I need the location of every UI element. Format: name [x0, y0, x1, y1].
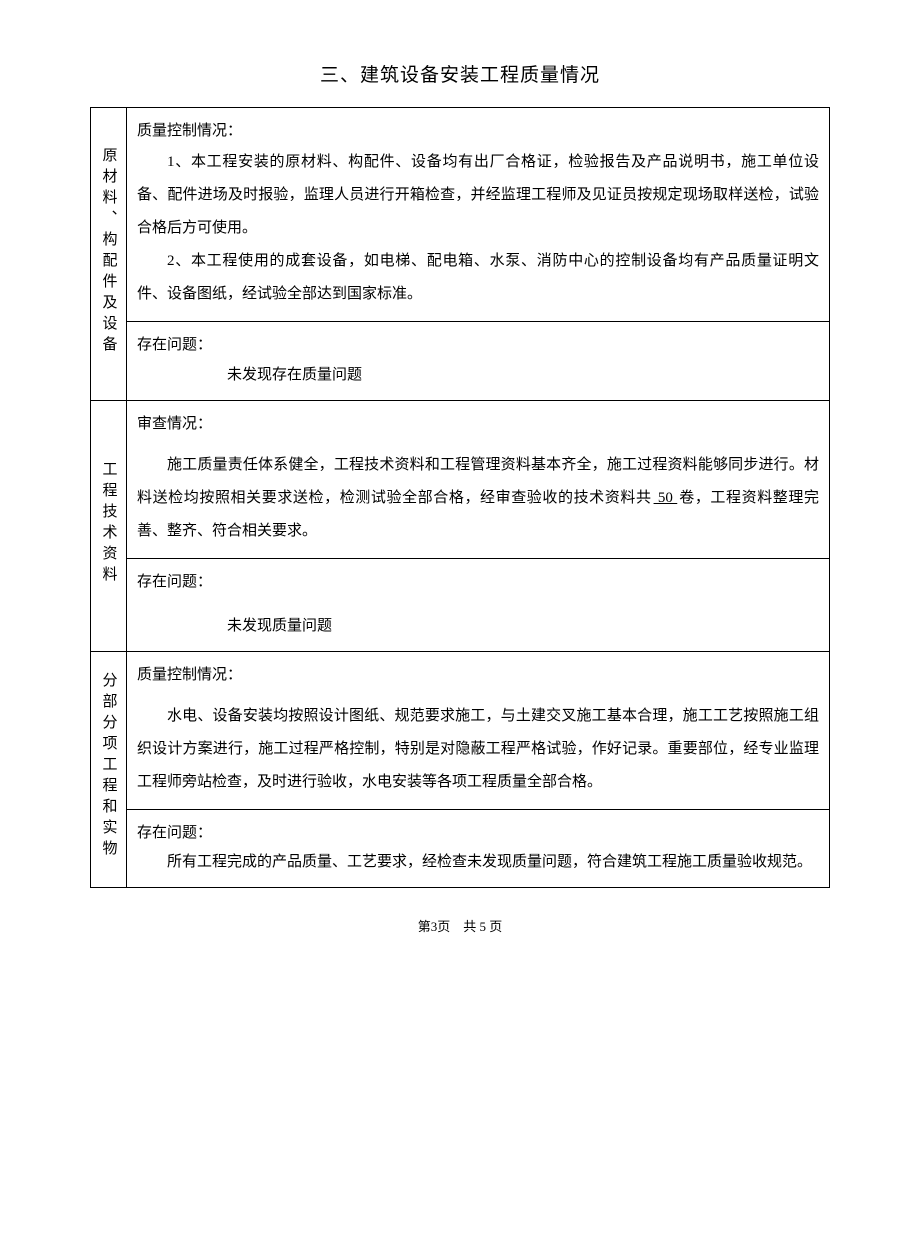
page-title: 三、建筑设备安装工程质量情况: [90, 60, 830, 87]
row1-label-cell: 原材料、构配件及设备: [91, 108, 127, 401]
row1-issue-text: 未发现存在质量问题: [227, 360, 819, 390]
row2-issue-heading: 存在问题：: [137, 567, 819, 597]
page-number: 第3页 共 5 页: [90, 916, 830, 935]
row2-label: 工程技术资料: [100, 461, 118, 587]
row3-issue-cell: 存在问题： 所有工程完成的产品质量、工艺要求，经检查未发现质量问题，符合建筑工程…: [127, 810, 830, 888]
row3-para: 水电、设备安装均按照设计图纸、规范要求施工，与土建交叉施工基本合理，施工工艺按照…: [137, 700, 819, 799]
row2-issue-cell: 存在问题： 未发现质量问题: [127, 559, 830, 652]
row1-heading: 质量控制情况：: [137, 116, 819, 146]
row3-issue-heading: 存在问题：: [137, 818, 819, 848]
row1-issue-cell: 存在问题： 未发现存在质量问题: [127, 322, 830, 401]
row1-issue-heading: 存在问题：: [137, 330, 819, 360]
row2-heading: 审查情况：: [137, 409, 819, 439]
row2-label-cell: 工程技术资料: [91, 401, 127, 652]
row2-underline: 50: [652, 490, 680, 506]
row1-para2: 2、本工程使用的成套设备，如电梯、配电箱、水泵、消防中心的控制设备均有产品质量证…: [137, 245, 819, 311]
row1-para1: 1、本工程安装的原材料、构配件、设备均有出厂合格证，检验报告及产品说明书，施工单…: [137, 146, 819, 245]
row3-issue-text: 所有工程完成的产品质量、工艺要求，经检查未发现质量问题，符合建筑工程施工质量验收…: [137, 848, 819, 877]
row3-main-cell: 质量控制情况： 水电、设备安装均按照设计图纸、规范要求施工，与土建交叉施工基本合…: [127, 652, 830, 810]
row3-heading: 质量控制情况：: [137, 660, 819, 690]
row2-para: 施工质量责任体系健全，工程技术资料和工程管理资料基本齐全，施工过程资料能够同步进…: [137, 449, 819, 548]
row2-issue-text: 未发现质量问题: [227, 611, 819, 641]
row1-label: 原材料、构配件及设备: [100, 147, 118, 357]
main-table: 原材料、构配件及设备 质量控制情况： 1、本工程安装的原材料、构配件、设备均有出…: [90, 107, 830, 888]
row1-main-cell: 质量控制情况： 1、本工程安装的原材料、构配件、设备均有出厂合格证，检验报告及产…: [127, 108, 830, 322]
row2-main-cell: 审查情况： 施工质量责任体系健全，工程技术资料和工程管理资料基本齐全，施工过程资…: [127, 401, 830, 559]
row3-label-cell: 分部分项工程和实物: [91, 652, 127, 888]
row3-label: 分部分项工程和实物: [100, 672, 118, 861]
